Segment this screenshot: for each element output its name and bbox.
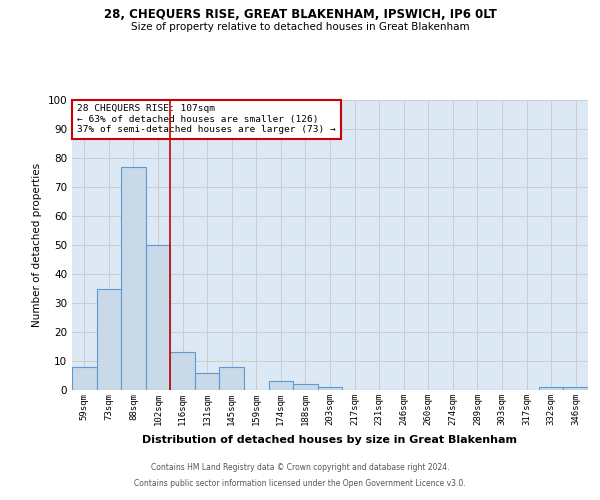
Bar bbox=[195, 372, 220, 390]
Bar bbox=[97, 288, 121, 390]
Bar bbox=[269, 382, 293, 390]
Bar bbox=[293, 384, 318, 390]
Bar bbox=[318, 387, 342, 390]
Bar bbox=[170, 352, 195, 390]
Bar bbox=[563, 387, 588, 390]
Bar bbox=[539, 387, 563, 390]
Text: Contains public sector information licensed under the Open Government Licence v3: Contains public sector information licen… bbox=[134, 478, 466, 488]
Text: Distribution of detached houses by size in Great Blakenham: Distribution of detached houses by size … bbox=[143, 435, 517, 445]
Bar bbox=[121, 166, 146, 390]
Y-axis label: Number of detached properties: Number of detached properties bbox=[32, 163, 42, 327]
Text: Size of property relative to detached houses in Great Blakenham: Size of property relative to detached ho… bbox=[131, 22, 469, 32]
Bar bbox=[146, 245, 170, 390]
Bar bbox=[220, 367, 244, 390]
Bar bbox=[72, 367, 97, 390]
Text: 28, CHEQUERS RISE, GREAT BLAKENHAM, IPSWICH, IP6 0LT: 28, CHEQUERS RISE, GREAT BLAKENHAM, IPSW… bbox=[104, 8, 496, 20]
Text: Contains HM Land Registry data © Crown copyright and database right 2024.: Contains HM Land Registry data © Crown c… bbox=[151, 464, 449, 472]
Text: 28 CHEQUERS RISE: 107sqm
← 63% of detached houses are smaller (126)
37% of semi-: 28 CHEQUERS RISE: 107sqm ← 63% of detach… bbox=[77, 104, 336, 134]
